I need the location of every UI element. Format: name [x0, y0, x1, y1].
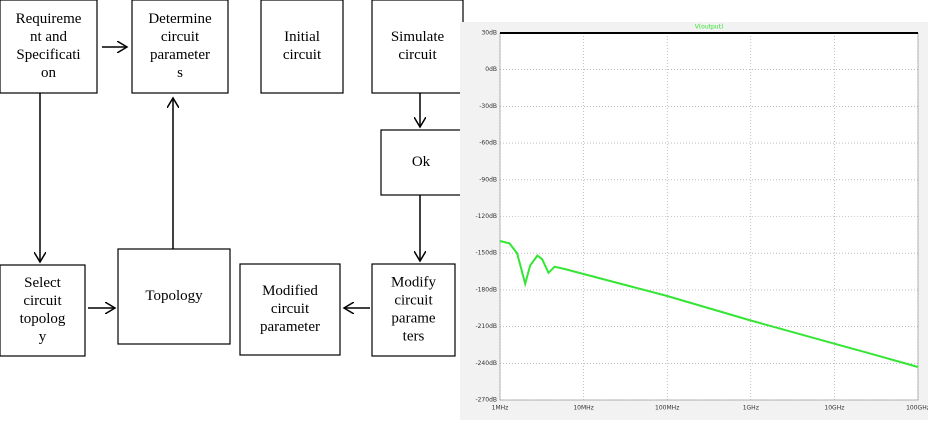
x-tick-label: 100GHz: [906, 405, 928, 412]
node-label: circuit: [283, 47, 322, 63]
node-label: Specificati: [16, 47, 80, 63]
node: Simulate circuit: [371, 0, 464, 94]
node-label: Modify: [391, 274, 437, 290]
node-box: [117, 248, 231, 345]
y-tick-label: -90dB: [479, 176, 497, 183]
node-label: y: [39, 329, 47, 345]
flowchart: Requireme nt and Specificati on Determine cir…: [0, 0, 478, 357]
series-line: [499, 240, 919, 368]
node-label: Select: [24, 275, 61, 291]
y-tick-label: -150dB: [475, 250, 497, 257]
node-label: circuit: [23, 293, 62, 309]
node-label: circuit: [271, 301, 310, 317]
y-tick-label: 0dB: [485, 66, 497, 73]
node-label: on: [41, 65, 57, 81]
node-label: s: [177, 65, 183, 81]
node-box: [371, 263, 456, 357]
node-label: parameter: [260, 319, 320, 335]
node-box: [380, 129, 462, 196]
node: Determine circuit parameter s: [131, 0, 229, 94]
node-label: nt and: [30, 29, 68, 45]
x-tick-label: 1GHz: [743, 405, 759, 412]
node-label: Simulate: [391, 29, 445, 45]
y-tick-label: 30dB: [481, 30, 497, 37]
node: Topology: [117, 248, 231, 345]
chart: 30dB 0dB -30dB -60dB -90dB -120dB -150dB -180dB…: [475, 24, 928, 412]
node: Ok: [380, 129, 462, 196]
y-tick-label: -30dB: [479, 103, 497, 110]
y-tick-label: -180dB: [475, 286, 497, 293]
node-box: [260, 0, 344, 94]
node-box: [0, 264, 86, 357]
y-tick-label: -270dB: [475, 397, 497, 404]
node-label: Topology: [145, 288, 203, 304]
node-label: circuit: [161, 29, 200, 45]
node: Initial circuit: [260, 0, 344, 94]
y-tick-label: -60dB: [479, 140, 497, 147]
node-box: [239, 263, 341, 356]
x-tick-label: 10GHz: [824, 405, 844, 412]
legend-label: V(output): [695, 24, 724, 31]
node-box: [0, 0, 98, 94]
node: Requireme nt and Specificati on: [0, 0, 98, 94]
node-label: ters: [403, 328, 425, 344]
x-tick-label: 1MHz: [492, 405, 509, 412]
node-box: [131, 0, 229, 94]
node-label: Requireme: [16, 11, 82, 27]
x-tick-label: 10MHz: [573, 405, 593, 412]
node: Modified circuit parameter: [239, 263, 341, 356]
plot-area: [499, 32, 919, 401]
node-label: Modified: [262, 283, 318, 299]
node-label: circuit: [398, 47, 437, 63]
node-label: parameter: [150, 47, 210, 63]
node-label: Initial: [284, 29, 320, 45]
node: Modify circuit parame ters: [371, 263, 456, 357]
y-tick-label: -120dB: [475, 213, 497, 220]
node-label: topolog: [20, 311, 66, 327]
x-tick-label: 100MHz: [655, 405, 679, 412]
node-label: Ok: [412, 154, 431, 170]
node-label: circuit: [394, 292, 433, 308]
node-label: Determine: [148, 11, 212, 27]
node-label: parame: [391, 310, 435, 326]
y-tick-label: -240dB: [475, 360, 497, 367]
node: Select circuit topolog y: [0, 264, 86, 357]
y-tick-label: -210dB: [475, 323, 497, 330]
